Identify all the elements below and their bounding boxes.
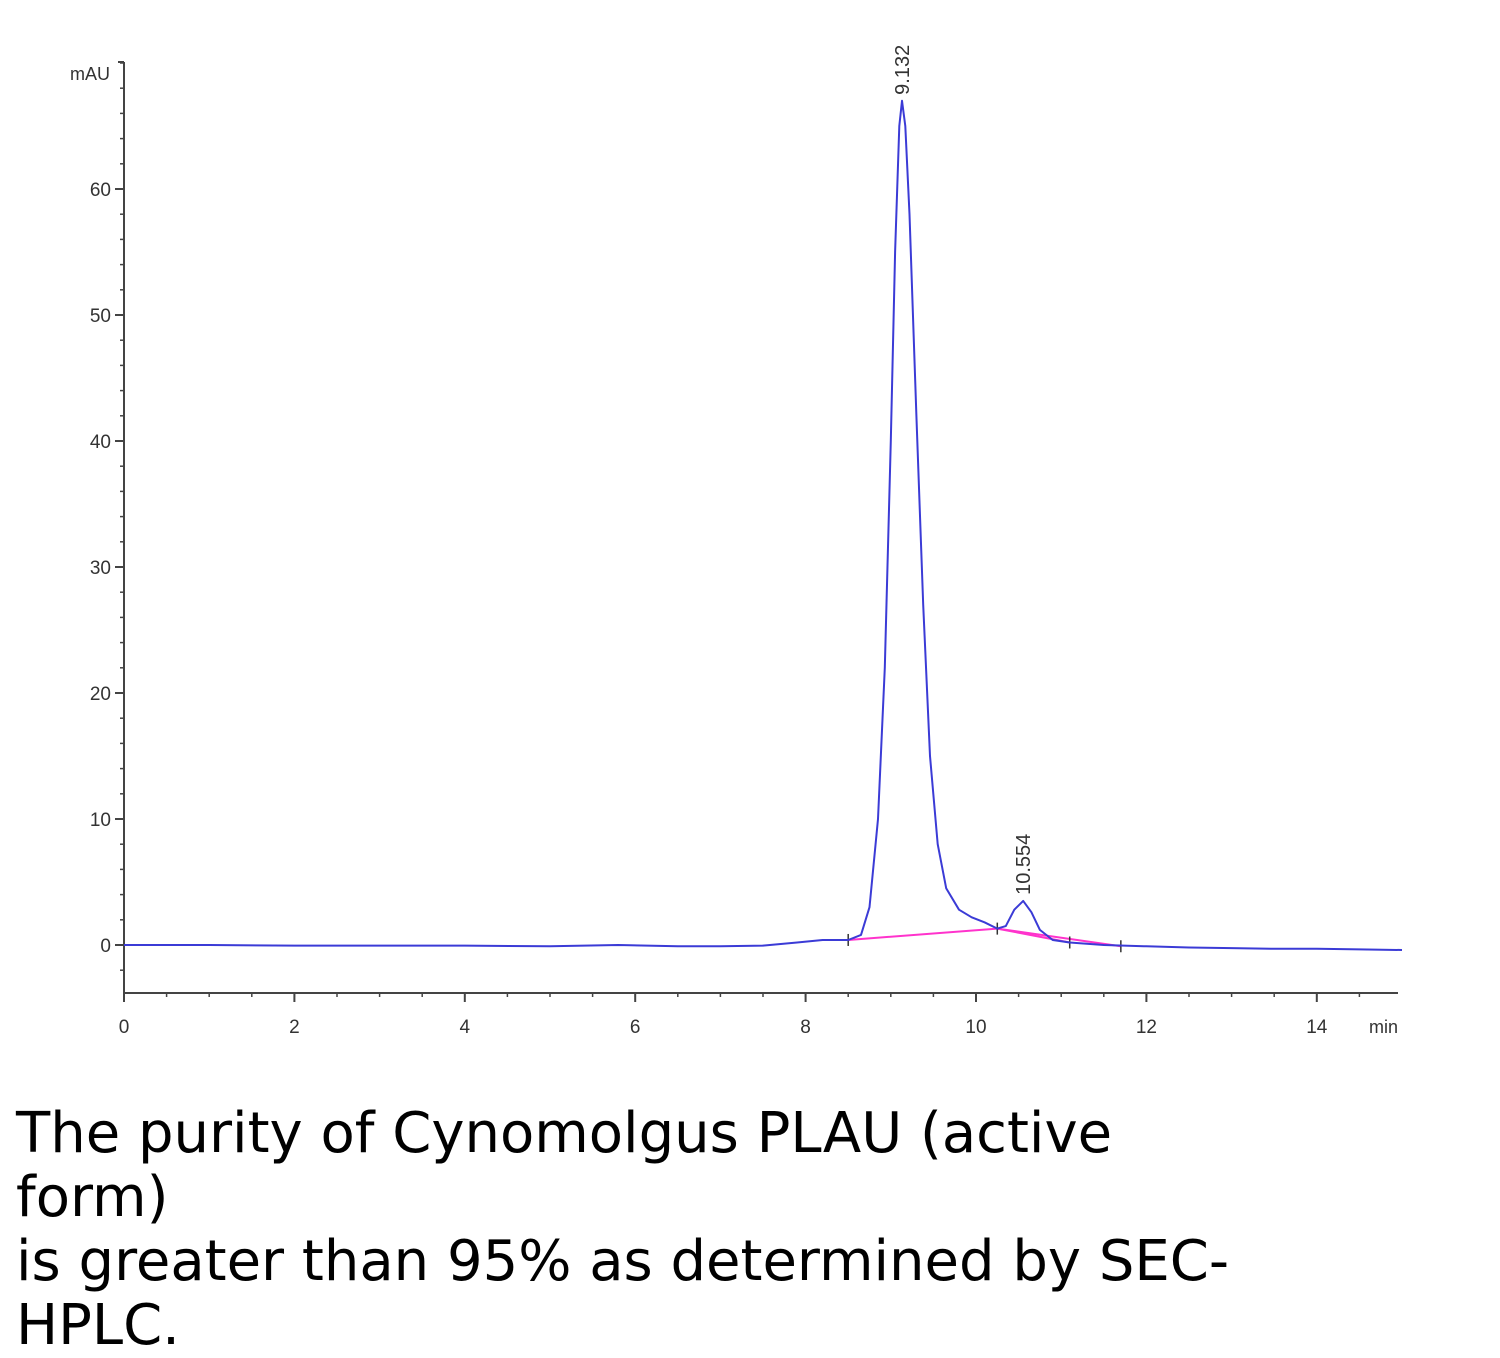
chromatogram-trace <box>124 99 1403 951</box>
chromatogram-chart: mAU min 0 10 20 30 40 50 60 0 2 4 6 8 10 12 14 9.132 10… <box>70 45 1403 1038</box>
series-group <box>124 99 1403 951</box>
y-tick-label: 30 <box>90 558 111 579</box>
x-tick-label: 6 <box>630 1017 641 1038</box>
y-tick-label: 40 <box>90 432 111 453</box>
x-tick-label: 14 <box>1306 1017 1328 1038</box>
y-tick-label: 60 <box>90 180 111 201</box>
x-axis-label: min <box>1369 1017 1398 1037</box>
x-tick-label: 12 <box>1136 1017 1157 1038</box>
x-tick-label: 2 <box>289 1017 300 1038</box>
x-tick-label: 8 <box>800 1017 811 1038</box>
x-tick-label: 0 <box>119 1017 130 1038</box>
peak-label-group: 9.132 10.554 <box>892 45 1035 895</box>
y-axis-label: mAU <box>70 64 110 84</box>
axes: 0 10 20 30 40 50 60 0 2 4 6 8 10 12 14 <box>90 61 1398 1038</box>
y-tick-label: 20 <box>90 684 111 705</box>
chart-svg: mAU min 0 10 20 30 40 50 60 0 2 4 6 8 10 12 14 9.132 10… <box>70 45 1403 1038</box>
y-tick-label: 10 <box>90 810 111 831</box>
y-tick-label: 50 <box>90 306 111 327</box>
x-tick-label: 4 <box>460 1017 471 1038</box>
caption: The purity of Cynomolgus PLAU (active fo… <box>16 1101 1230 1358</box>
x-tick-label: 10 <box>965 1017 986 1038</box>
peak-label: 9.132 <box>892 45 914 95</box>
baseline-group <box>847 922 1122 953</box>
y-tick-label: 0 <box>100 936 111 957</box>
peak-label: 10.554 <box>1013 834 1035 895</box>
